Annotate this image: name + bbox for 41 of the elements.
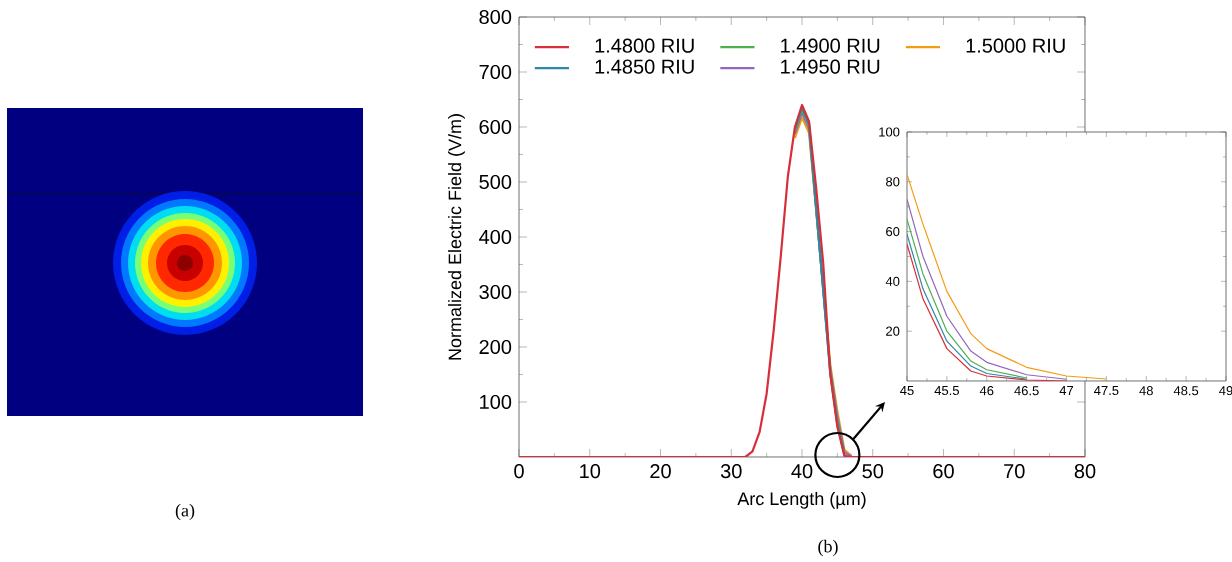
x-tick-label: 20 [650,464,671,479]
legend-label: 1.5000 RIU [966,38,1065,53]
legend-label: 1.4900 RIU [781,38,880,53]
line-series [907,243,1068,381]
x-tick-label: 46 [979,386,994,396]
x-tick-label: 48.5 [1173,386,1199,396]
x-tick-label: 50 [862,464,884,479]
y-tick-label: 800 [479,9,512,25]
y-axis-title: Normalized Electric Field (V/m) [448,114,465,360]
x-tick-label: 47 [1059,386,1074,395]
y-tick-label: 40 [885,276,900,286]
y-tick-label: 100 [480,394,512,410]
x-tick-label: 10 [580,464,601,479]
y-tick-label: 60 [886,227,900,237]
legend-label: 1.4800 RIU [595,38,694,53]
x-tick-label: 60 [933,464,954,479]
x-tick-label: 49 [1219,386,1232,396]
y-tick-label: 300 [479,284,512,300]
y-tick-label: 700 [479,64,512,80]
x-tick-label: 45.5 [934,386,959,396]
x-tick-label: 80 [1074,464,1096,479]
x-tick-label: 30 [720,464,742,479]
y-tick-label: 80 [886,177,900,187]
text: (b) [818,539,838,557]
legend-label: 1.4850 RIU [595,59,694,74]
x-axis-title: Arc Length (µm) [737,491,866,509]
y-tick-label: 20 [886,326,900,336]
x-tick-label: 47.5 [1094,386,1119,396]
y-tick-label: 200 [479,339,512,355]
y-tick-label: 500 [479,174,512,190]
x-tick-label: 40 [791,464,813,479]
x-tick-label: 48 [1139,386,1153,396]
x-tick-label: 70 [1004,464,1025,479]
text: (a) [175,503,195,521]
x-tick-label: 45 [900,386,914,396]
x-tick-label: 0 [514,464,524,479]
y-tick-label: 100 [879,127,900,137]
x-tick-label: 46.5 [1014,386,1039,396]
y-tick-label: 600 [479,119,512,135]
y-tick-label: 400 [479,229,512,245]
legend-label: 1.4950 RIU [781,59,880,74]
